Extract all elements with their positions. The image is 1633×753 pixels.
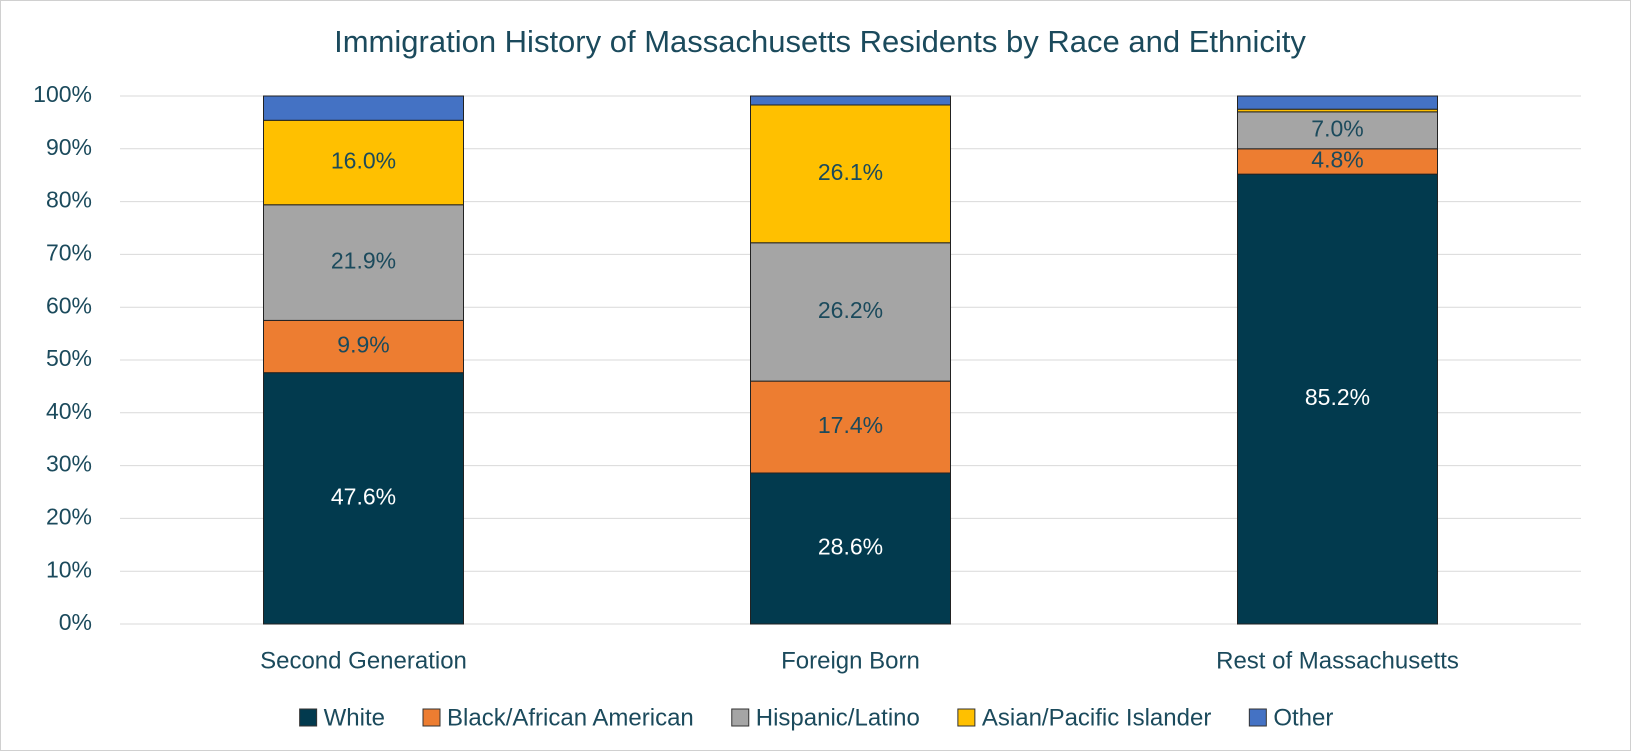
- bar-segment: [750, 95, 951, 106]
- data-label: 26.2%: [818, 297, 883, 323]
- data-label: 28.6%: [818, 534, 883, 560]
- data-label: 21.9%: [331, 248, 396, 274]
- legend-swatch: [422, 708, 441, 727]
- data-label: 85.2%: [1305, 384, 1370, 410]
- bar-segment: [1237, 95, 1438, 110]
- legend-label: White: [324, 704, 385, 731]
- y-tick-label: 70%: [46, 239, 92, 265]
- y-tick-label: 10%: [46, 556, 92, 582]
- y-tick-label: 80%: [46, 187, 92, 213]
- y-tick-label: 50%: [46, 345, 92, 371]
- legend-swatch: [299, 708, 318, 727]
- bar-segment: [1237, 173, 1438, 625]
- bar-segment: [750, 380, 951, 474]
- bar-segment: [750, 472, 951, 625]
- legend-label: Asian/Pacific Islander: [982, 704, 1211, 731]
- legend-label: Black/African American: [447, 704, 694, 731]
- data-label: 9.9%: [337, 332, 389, 358]
- legend-swatch: [957, 708, 976, 727]
- legend-label: Other: [1273, 704, 1333, 731]
- y-tick-label: 60%: [46, 292, 92, 318]
- y-tick-label: 0%: [59, 609, 92, 635]
- data-label: 16.0%: [331, 148, 396, 174]
- data-label: 7.0%: [1311, 115, 1363, 141]
- bar-segment: [750, 242, 951, 382]
- bar-segment: [263, 119, 464, 206]
- data-label: 26.1%: [818, 159, 883, 185]
- bar-segment: [1237, 148, 1438, 175]
- legend-swatch: [731, 708, 750, 727]
- bar-segment: [263, 372, 464, 625]
- chart-title: Immigration History of Massachusetts Res…: [334, 24, 1306, 59]
- y-tick-label: 20%: [46, 503, 92, 529]
- bar-segment: [263, 95, 464, 121]
- legend-label: Hispanic/Latino: [756, 704, 920, 731]
- bar-segment: [263, 319, 464, 374]
- bar-segment: [750, 104, 951, 244]
- bar-segment: [263, 204, 464, 321]
- data-label: 17.4%: [818, 412, 883, 438]
- y-tick-label: 90%: [46, 134, 92, 160]
- x-tick-label: Second Generation: [260, 647, 467, 674]
- bar-segment: [1237, 111, 1438, 150]
- x-tick-label: Foreign Born: [781, 647, 920, 674]
- x-tick-label: Rest of Massachusetts: [1216, 647, 1459, 674]
- legend-swatch: [1248, 708, 1267, 727]
- data-label: 47.6%: [331, 483, 396, 509]
- y-tick-label: 100%: [33, 81, 92, 107]
- y-tick-label: 30%: [46, 451, 92, 477]
- data-label: 4.8%: [1311, 147, 1363, 173]
- y-tick-label: 40%: [46, 398, 92, 424]
